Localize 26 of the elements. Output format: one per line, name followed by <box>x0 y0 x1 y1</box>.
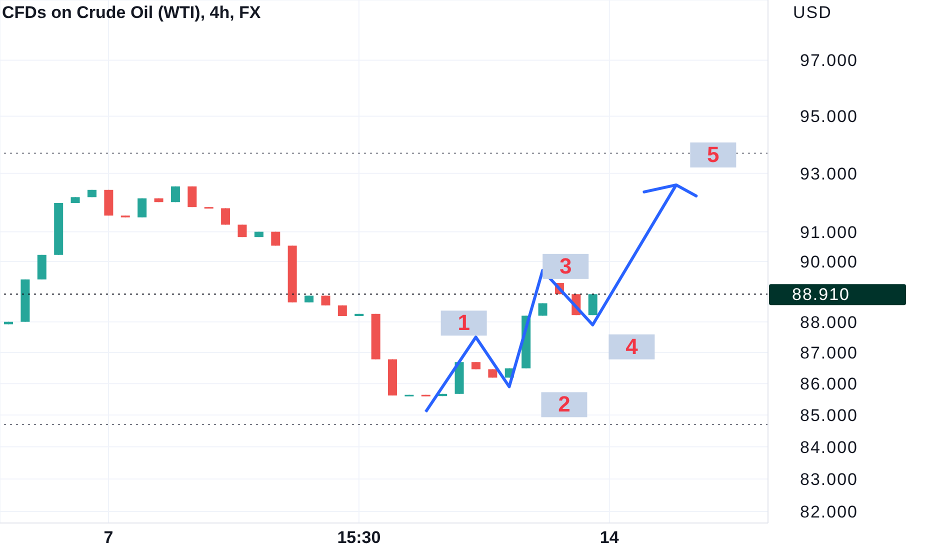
y-tick-label: 85.000 <box>800 406 858 425</box>
y-tick-label: 90.000 <box>800 252 858 272</box>
y-axis-title: USD <box>793 3 832 23</box>
y-tick-label: 87.000 <box>800 344 858 363</box>
y-tick-label: 84.000 <box>800 438 858 457</box>
chart-title: CFDs on Crude Oil (WTI), 4h, FX <box>2 3 261 23</box>
annotation: 5 <box>707 142 720 167</box>
candlestick <box>138 198 147 218</box>
candlestick <box>238 224 247 238</box>
y-tick-label: 95.000 <box>800 107 858 126</box>
y-tick-label: 88.000 <box>800 312 858 332</box>
annotation: 1 <box>458 310 470 336</box>
ref-line-label: 88.910 <box>792 285 850 304</box>
y-tick-label: 97.000 <box>800 51 858 70</box>
y-tick-label: 82.000 <box>800 502 858 522</box>
y-tick-label: 93.000 <box>800 164 858 184</box>
y-tick-label: 83.000 <box>800 470 858 489</box>
y-tick-label: 86.000 <box>800 374 858 394</box>
y-tick-label: 91.000 <box>800 222 858 242</box>
candlestick <box>321 295 330 306</box>
annotation: 4 <box>626 334 639 359</box>
x-tick-label: 7 <box>104 528 114 548</box>
annotation: 3 <box>559 253 572 278</box>
annotation: 2 <box>558 392 570 417</box>
x-tick-label: 14 <box>600 528 620 548</box>
x-tick-label: 15:30 <box>337 528 381 548</box>
